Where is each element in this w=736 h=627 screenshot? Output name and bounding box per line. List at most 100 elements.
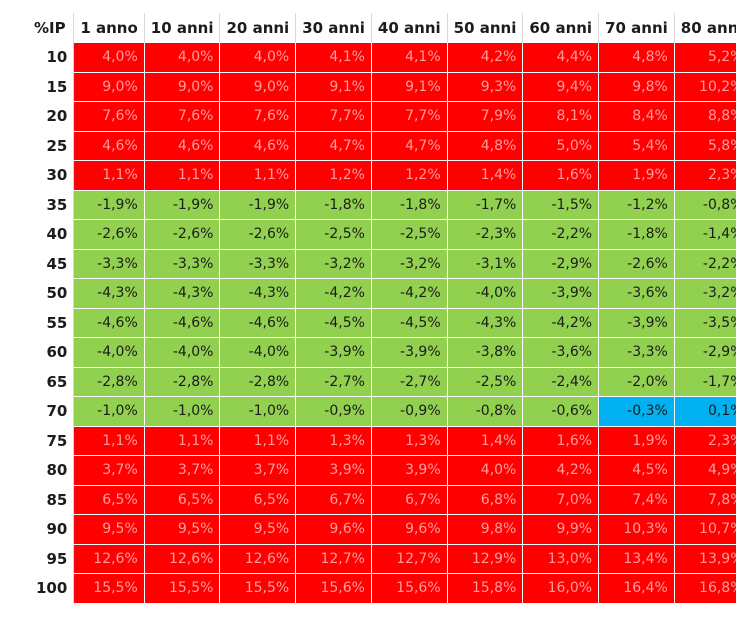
- table-row: 55 -4,6% -4,6% -4,6% -4,5% -4,5% -4,3% -4,2% -3,…: [30, 308, 736, 338]
- table-cell: 16,0%: [522, 573, 600, 604]
- table-cell: 8,8%: [674, 101, 736, 132]
- table-cell: 7,6%: [219, 101, 297, 132]
- row-label: 40: [30, 219, 75, 249]
- table-cell: 9,1%: [295, 72, 372, 102]
- table-row: 856,5%6,5%6,5%6,7%6,7%6,8%7,0%7,4%7,8%: [30, 485, 736, 515]
- table-cell: -3,3%: [598, 337, 675, 368]
- table-cell: 1,9%: [598, 426, 675, 456]
- table-cell: 9,1%: [371, 72, 448, 102]
- table-container: %IP 1 anno 10 anni 20 anni 30 anni 40 anni 50…: [30, 13, 736, 604]
- table-cell: 7,8%: [674, 485, 736, 515]
- table-cell: -3,9%: [371, 337, 448, 368]
- row-label: 85: [30, 485, 75, 515]
- row-label: 25: [30, 131, 75, 161]
- table-cell: 2,3%: [674, 160, 736, 191]
- table-cell: 1,1%: [144, 426, 221, 456]
- table-cell: -4,5%: [295, 308, 372, 338]
- column-header: 30 anni: [295, 13, 372, 43]
- table-cell: 16,8%: [674, 573, 736, 604]
- table-cell: -4,0%: [144, 337, 221, 368]
- table-cell: 12,7%: [295, 544, 372, 574]
- table-cell: 1,9%: [598, 160, 675, 191]
- table-cell: 7,9%: [447, 101, 524, 132]
- table-cell: 5,4%: [598, 131, 675, 161]
- table-cell: 4,8%: [447, 131, 524, 161]
- table-cell: -3,3%: [73, 249, 145, 279]
- table-cell: -0,6%: [522, 396, 600, 427]
- table-header: %IP 1 anno 10 anni 20 anni 30 anni 40 anni 50…: [30, 13, 736, 43]
- table-cell: 1,1%: [73, 160, 145, 191]
- table-cell: 16,4%: [598, 573, 675, 604]
- table-cell: 9,0%: [144, 72, 221, 102]
- table-cell: -3,9%: [598, 308, 675, 338]
- table-cell: -1,0%: [219, 396, 297, 427]
- table-cell: 4,1%: [295, 42, 372, 73]
- table-cell: -3,1%: [447, 249, 524, 279]
- table-cell: 3,9%: [371, 455, 448, 486]
- table-cell: -4,6%: [144, 308, 221, 338]
- column-header: 20 anni: [219, 13, 297, 43]
- table-cell: 3,7%: [219, 455, 297, 486]
- row-label: 15: [30, 72, 75, 102]
- table-cell: -2,8%: [73, 367, 145, 397]
- table-cell: 3,9%: [295, 455, 372, 486]
- table-cell: 15,8%: [447, 573, 524, 604]
- table-cell: 9,6%: [371, 514, 448, 545]
- corner-header: %IP: [30, 13, 75, 43]
- table-cell: 1,4%: [447, 426, 524, 456]
- table-cell: -4,3%: [144, 278, 221, 309]
- table-cell: 9,6%: [295, 514, 372, 545]
- table-cell: 9,8%: [598, 72, 675, 102]
- table-cell: -4,0%: [73, 337, 145, 368]
- table-cell: 4,0%: [144, 42, 221, 73]
- table-row: 104,0%4,0%4,0%4,1%4,1%4,2%4,4%4,8%5,2%: [30, 42, 736, 73]
- table-cell: 1,1%: [73, 426, 145, 456]
- table-cell: -2,7%: [371, 367, 448, 397]
- table-cell: -4,6%: [73, 308, 145, 338]
- table-cell: -1,4%: [674, 219, 736, 250]
- table-cell: -2,7%: [295, 367, 372, 397]
- table-cell: 9,0%: [219, 72, 297, 102]
- table-cell: -1,7%: [674, 367, 736, 397]
- table-row: 60 -4,0% -4,0% -4,0% -3,9% -3,9% -3,8% -3,6% -3,…: [30, 337, 736, 368]
- data-table: %IP 1 anno 10 anni 20 anni 30 anni 40 anni 50…: [30, 13, 736, 604]
- table-cell: -0,3%: [598, 396, 675, 427]
- table-cell: 1,6%: [522, 426, 600, 456]
- table-cell: 15,5%: [73, 573, 145, 604]
- table-cell: 4,5%: [598, 455, 675, 486]
- table-cell: -2,6%: [219, 219, 297, 250]
- table-cell: -1,9%: [219, 190, 297, 220]
- table-cell: -2,0%: [598, 367, 675, 397]
- table-cell: 12,7%: [371, 544, 448, 574]
- column-header: 1 anno: [73, 13, 145, 43]
- table-cell: -2,8%: [144, 367, 221, 397]
- column-header: 50 anni: [447, 13, 524, 43]
- table-cell: 4,6%: [144, 131, 221, 161]
- table-row: 65 -2,8% -2,8% -2,8% -2,7% -2,7% -2,5% -2,4% -2,…: [30, 367, 736, 397]
- table-cell: -2,4%: [522, 367, 600, 397]
- table-cell: -3,9%: [522, 278, 600, 309]
- table-row: 70 -1,0% -1,0% -1,0% -0,9% -0,9% -0,8% -0,6% -0,…: [30, 396, 736, 427]
- table-cell: -4,2%: [371, 278, 448, 309]
- table-cell: 1,1%: [219, 426, 297, 456]
- table-cell: -3,2%: [674, 278, 736, 309]
- table-cell: 2,3%: [674, 426, 736, 456]
- table-cell: 9,5%: [144, 514, 221, 545]
- table-cell: -4,6%: [219, 308, 297, 338]
- table-cell: 3,7%: [144, 455, 221, 486]
- table-cell: -4,0%: [447, 278, 524, 309]
- row-label: 80: [30, 455, 75, 485]
- table-cell: 5,8%: [674, 131, 736, 161]
- table-row: 45 -3,3% -3,3% -3,3% -3,2% -3,2% -3,1% -2,9% -2,…: [30, 249, 736, 279]
- table-cell: -1,8%: [598, 219, 675, 250]
- table-cell: 4,4%: [522, 42, 600, 73]
- table-cell: 1,2%: [295, 160, 372, 191]
- table-cell: 15,6%: [371, 573, 448, 604]
- table-cell: 7,0%: [522, 485, 600, 515]
- table-cell: -3,2%: [371, 249, 448, 279]
- table-cell: 7,7%: [371, 101, 448, 132]
- table-cell: 12,6%: [219, 544, 297, 574]
- table-row: 100 15,5% 15,5% 15,5% 15,6% 15,6% 15,8% 16,0% 16…: [30, 573, 736, 604]
- table-cell: 4,2%: [522, 455, 600, 486]
- table-cell: 9,3%: [447, 72, 524, 102]
